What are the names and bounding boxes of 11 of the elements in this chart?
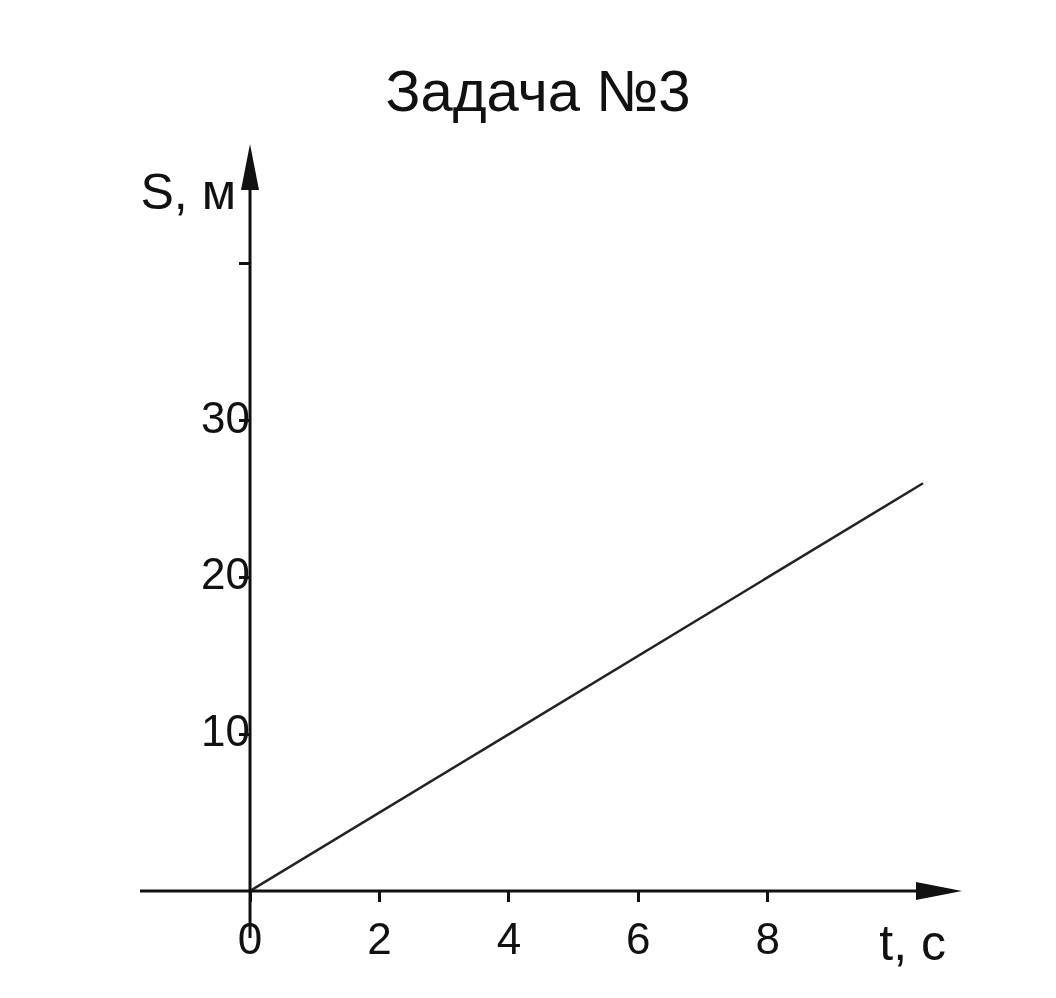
x-tick-label: 0	[237, 914, 263, 964]
chart-title: Задача №3	[385, 57, 691, 123]
y-axis-title: S, м	[140, 164, 237, 221]
x-tick-label: 4	[496, 914, 522, 964]
x-axis-title: t, с	[879, 914, 946, 971]
y-tick-label: 30	[201, 392, 251, 442]
y-tick-label: 20	[201, 549, 251, 599]
x-tick-label: 6	[626, 914, 651, 964]
x-tick-label: 2	[367, 914, 392, 964]
y-tick-label: 10	[201, 706, 251, 756]
x-tick-label: 8	[755, 914, 780, 964]
